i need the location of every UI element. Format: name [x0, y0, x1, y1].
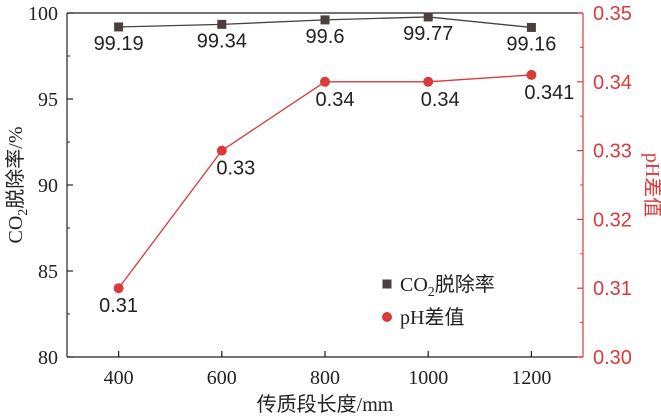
legend-label: CO2脱除率 [400, 273, 495, 300]
right-y-tick-label: 0.34 [593, 72, 632, 94]
data-label: 0.31 [99, 295, 138, 317]
right-y-tick-label: 0.31 [593, 278, 632, 300]
x-axis-title: 传质段长度/mm [257, 393, 394, 416]
x-tick-label: 1200 [511, 367, 551, 389]
left-y-tick-label: 95 [38, 89, 58, 111]
axes-layer: 400 600 800 1000 1200 80 85 90 95 100 0.30 0.31 0.32… [4, 3, 661, 416]
data-label: 0.33 [216, 158, 255, 180]
data-point-square [320, 15, 330, 25]
left-y-tick-label: 80 [38, 347, 58, 369]
data-label: 99.16 [506, 33, 556, 55]
legend: CO2脱除率 pH差值 [382, 273, 495, 329]
legend-marker-square [382, 279, 392, 289]
legend-label: pH差值 [400, 306, 464, 329]
x-tick-label: 600 [207, 367, 237, 389]
data-label: 99.34 [197, 30, 247, 52]
data-point-circle [423, 76, 434, 87]
x-tick-label: 1000 [408, 367, 448, 389]
series-layer [113, 12, 537, 294]
data-labels-layer: 99.19 99.34 99.6 99.77 99.16 0.31 0.33 0.34 0.34… [94, 23, 575, 317]
left-y-tick-label: 85 [38, 261, 58, 283]
data-label: 0.34 [316, 89, 355, 111]
right-y-axis-title: pH差值 [641, 153, 661, 217]
data-label: 99.6 [306, 26, 345, 48]
x-tick-label: 400 [104, 367, 134, 389]
right-y-tick-label: 0.33 [593, 141, 632, 163]
data-point-square [217, 19, 227, 29]
data-label: 99.77 [403, 23, 453, 45]
data-label: 0.34 [421, 89, 460, 111]
data-label: 0.341 [524, 82, 574, 104]
right-y-tick-label: 0.32 [593, 209, 632, 231]
right-y-tick-label: 0.30 [593, 347, 632, 369]
right-y-tick-label: 0.35 [593, 3, 632, 25]
left-y-axis-title: CO2脱除率/% [4, 126, 31, 243]
data-point-square [423, 12, 433, 22]
left-y-tick-label: 90 [38, 175, 58, 197]
data-point-circle [216, 145, 227, 156]
data-point-circle [526, 69, 537, 80]
x-tick-label: 800 [310, 367, 340, 389]
data-point-square [114, 22, 124, 32]
data-point-circle [113, 283, 124, 294]
left-y-tick-label: 100 [28, 3, 58, 25]
legend-marker-circle [382, 312, 392, 322]
data-label: 99.19 [94, 33, 144, 55]
data-point-square [526, 22, 536, 32]
data-point-circle [320, 76, 330, 87]
